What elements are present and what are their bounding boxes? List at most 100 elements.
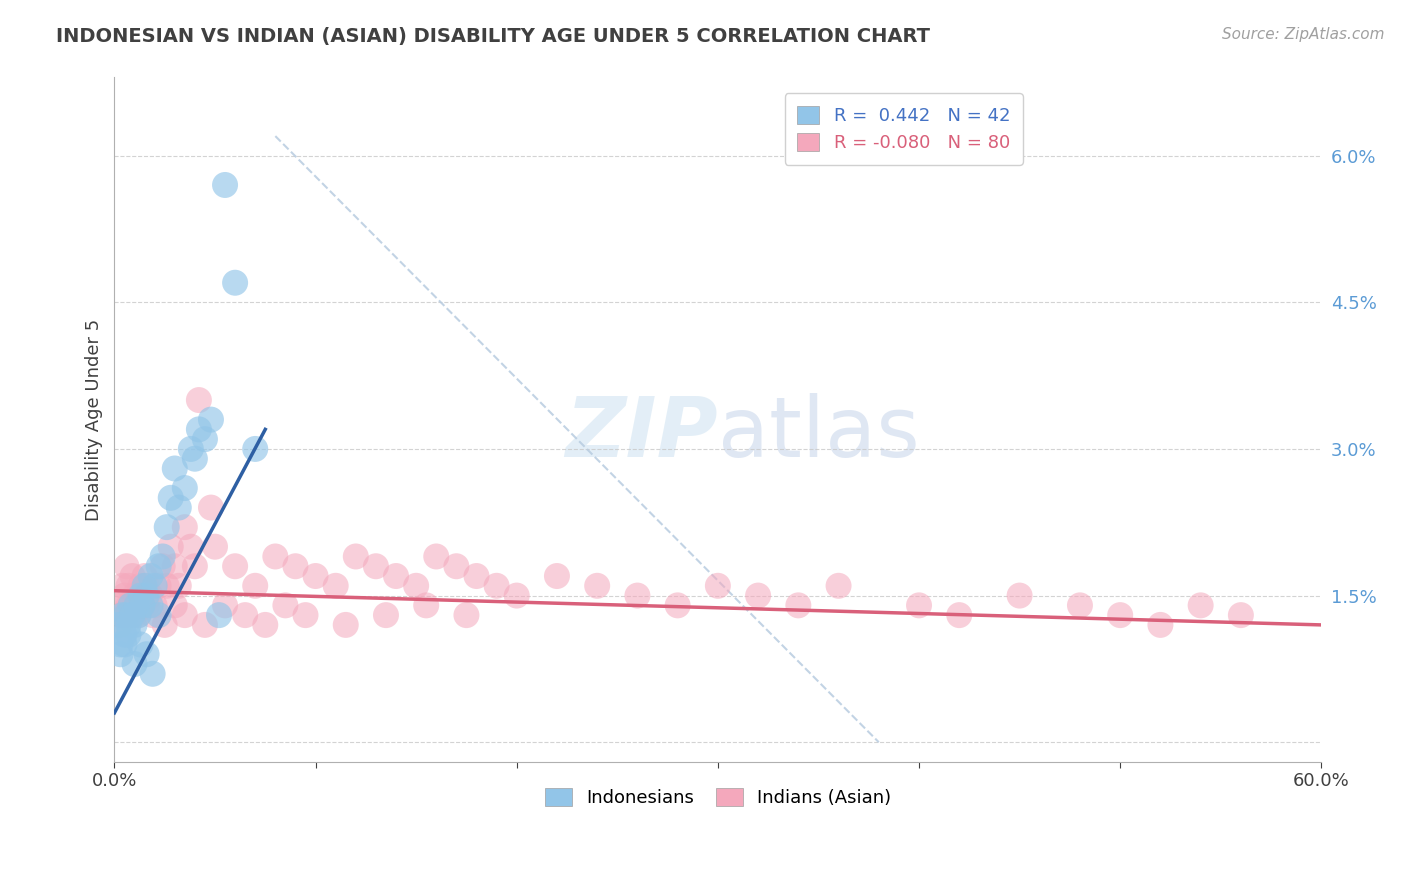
- Point: [153, 618, 176, 632]
- Point: [142, 608, 165, 623]
- Point: [167, 579, 190, 593]
- Point: [304, 569, 326, 583]
- Point: [245, 579, 267, 593]
- Point: [120, 599, 142, 613]
- Point: [385, 569, 408, 583]
- Point: [187, 422, 209, 436]
- Point: [148, 559, 170, 574]
- Point: [107, 599, 129, 613]
- Point: [1008, 589, 1031, 603]
- Point: [159, 491, 181, 505]
- Point: [224, 559, 246, 574]
- Point: [325, 579, 347, 593]
- Point: [194, 618, 217, 632]
- Point: [163, 559, 186, 574]
- Point: [131, 599, 153, 613]
- Point: [264, 549, 287, 564]
- Point: [117, 618, 139, 632]
- Point: [134, 569, 156, 583]
- Point: [125, 599, 148, 613]
- Point: [139, 589, 162, 603]
- Point: [135, 589, 157, 603]
- Point: [948, 608, 970, 623]
- Point: [139, 569, 162, 583]
- Point: [446, 559, 468, 574]
- Point: [125, 599, 148, 613]
- Point: [117, 628, 139, 642]
- Point: [129, 579, 152, 593]
- Point: [335, 618, 357, 632]
- Text: ZIP: ZIP: [565, 392, 718, 474]
- Point: [121, 569, 143, 583]
- Point: [747, 589, 769, 603]
- Point: [173, 520, 195, 534]
- Point: [405, 579, 427, 593]
- Point: [159, 540, 181, 554]
- Point: [173, 481, 195, 495]
- Point: [135, 599, 157, 613]
- Point: [152, 559, 174, 574]
- Y-axis label: Disability Age Under 5: Disability Age Under 5: [86, 318, 103, 521]
- Point: [204, 540, 226, 554]
- Point: [194, 432, 217, 446]
- Point: [111, 579, 134, 593]
- Point: [456, 608, 478, 623]
- Legend: Indonesians, Indians (Asian): Indonesians, Indians (Asian): [537, 780, 898, 814]
- Point: [224, 276, 246, 290]
- Point: [184, 559, 207, 574]
- Point: [180, 442, 202, 456]
- Point: [110, 637, 132, 651]
- Point: [485, 579, 508, 593]
- Point: [114, 589, 136, 603]
- Point: [465, 569, 488, 583]
- Point: [546, 569, 568, 583]
- Point: [110, 647, 132, 661]
- Point: [626, 589, 648, 603]
- Point: [143, 599, 166, 613]
- Point: [124, 618, 146, 632]
- Point: [294, 608, 316, 623]
- Point: [142, 666, 165, 681]
- Point: [707, 579, 730, 593]
- Point: [787, 599, 810, 613]
- Point: [156, 579, 179, 593]
- Point: [586, 579, 609, 593]
- Point: [128, 608, 150, 623]
- Point: [117, 599, 139, 613]
- Point: [254, 618, 277, 632]
- Point: [284, 559, 307, 574]
- Point: [364, 559, 387, 574]
- Point: [124, 589, 146, 603]
- Point: [375, 608, 398, 623]
- Point: [173, 608, 195, 623]
- Point: [121, 608, 143, 623]
- Point: [117, 579, 139, 593]
- Point: [827, 579, 849, 593]
- Point: [129, 589, 152, 603]
- Point: [200, 412, 222, 426]
- Point: [114, 628, 136, 642]
- Point: [124, 608, 146, 623]
- Point: [180, 540, 202, 554]
- Point: [163, 599, 186, 613]
- Text: Source: ZipAtlas.com: Source: ZipAtlas.com: [1222, 27, 1385, 42]
- Point: [506, 589, 529, 603]
- Point: [143, 579, 166, 593]
- Point: [156, 520, 179, 534]
- Point: [120, 599, 142, 613]
- Point: [148, 608, 170, 623]
- Point: [135, 579, 157, 593]
- Point: [344, 549, 367, 564]
- Point: [167, 500, 190, 515]
- Point: [1189, 599, 1212, 613]
- Point: [1109, 608, 1132, 623]
- Point: [107, 618, 129, 632]
- Point: [148, 579, 170, 593]
- Point: [152, 549, 174, 564]
- Point: [425, 549, 447, 564]
- Point: [666, 599, 689, 613]
- Point: [114, 637, 136, 651]
- Point: [139, 599, 162, 613]
- Point: [129, 589, 152, 603]
- Point: [1149, 618, 1171, 632]
